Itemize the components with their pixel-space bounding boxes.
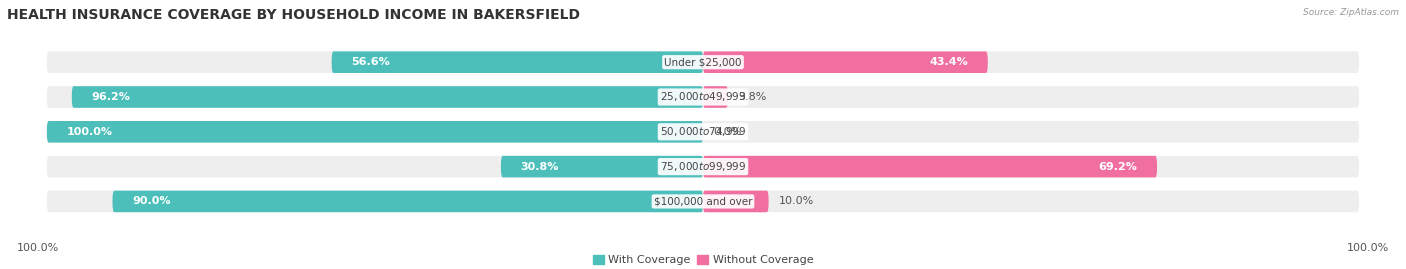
Text: $25,000 to $49,999: $25,000 to $49,999 — [659, 90, 747, 104]
FancyBboxPatch shape — [332, 51, 703, 73]
FancyBboxPatch shape — [46, 51, 1360, 73]
FancyBboxPatch shape — [501, 156, 703, 178]
FancyBboxPatch shape — [703, 156, 1157, 178]
Text: 100.0%: 100.0% — [17, 243, 59, 253]
Legend: With Coverage, Without Coverage: With Coverage, Without Coverage — [589, 251, 817, 268]
Text: 69.2%: 69.2% — [1098, 162, 1137, 172]
FancyBboxPatch shape — [703, 86, 728, 108]
FancyBboxPatch shape — [703, 51, 988, 73]
Text: $100,000 and over: $100,000 and over — [654, 196, 752, 206]
Text: 30.8%: 30.8% — [520, 162, 560, 172]
FancyBboxPatch shape — [72, 86, 703, 108]
Text: Under $25,000: Under $25,000 — [664, 57, 742, 67]
Text: 100.0%: 100.0% — [66, 127, 112, 137]
FancyBboxPatch shape — [703, 191, 769, 212]
Text: 90.0%: 90.0% — [132, 196, 170, 206]
FancyBboxPatch shape — [46, 121, 703, 143]
Text: 0.0%: 0.0% — [713, 127, 741, 137]
Text: 43.4%: 43.4% — [929, 57, 969, 67]
Text: 10.0%: 10.0% — [779, 196, 814, 206]
Text: 3.8%: 3.8% — [738, 92, 766, 102]
Text: HEALTH INSURANCE COVERAGE BY HOUSEHOLD INCOME IN BAKERSFIELD: HEALTH INSURANCE COVERAGE BY HOUSEHOLD I… — [7, 8, 581, 22]
FancyBboxPatch shape — [46, 156, 1360, 178]
Text: 96.2%: 96.2% — [91, 92, 131, 102]
Text: 56.6%: 56.6% — [352, 57, 389, 67]
Text: Source: ZipAtlas.com: Source: ZipAtlas.com — [1303, 8, 1399, 17]
FancyBboxPatch shape — [46, 191, 1360, 212]
FancyBboxPatch shape — [46, 86, 1360, 108]
Text: 100.0%: 100.0% — [1347, 243, 1389, 253]
FancyBboxPatch shape — [46, 121, 1360, 143]
Text: $50,000 to $74,999: $50,000 to $74,999 — [659, 125, 747, 138]
Text: $75,000 to $99,999: $75,000 to $99,999 — [659, 160, 747, 173]
FancyBboxPatch shape — [112, 191, 703, 212]
